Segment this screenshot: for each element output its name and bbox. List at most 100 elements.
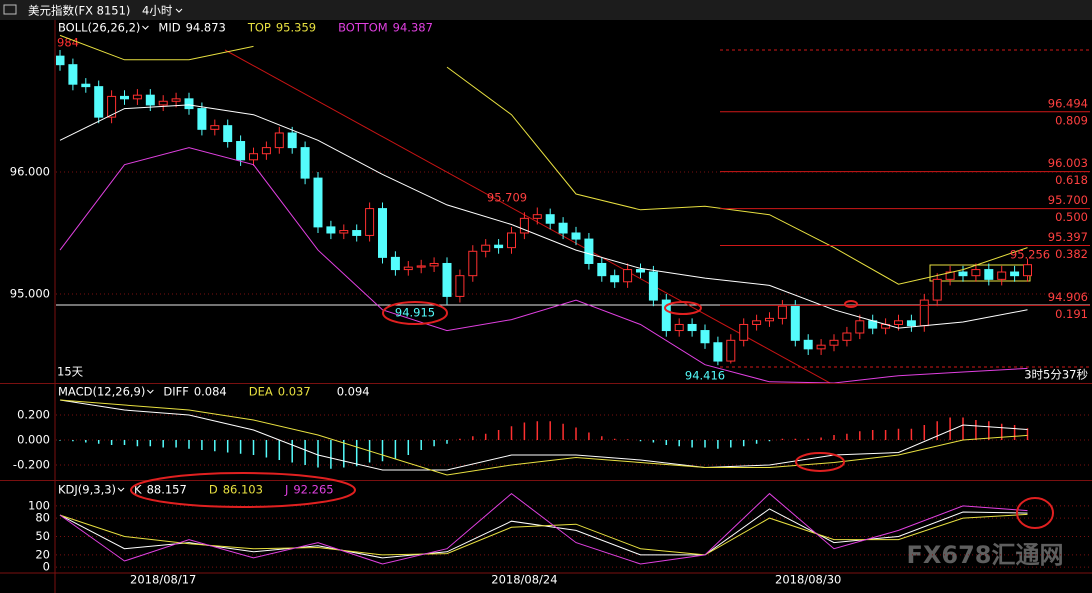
y-tick-label: 96.000 <box>10 165 50 179</box>
indicator-dropdown[interactable] <box>146 389 154 394</box>
candle-body <box>403 266 413 271</box>
macd-bar <box>59 440 61 441</box>
legend-name: BOTTOM <box>338 21 388 35</box>
candle-body <box>378 208 387 258</box>
fib-ratio: 0.382 <box>1055 247 1088 261</box>
macd-bar <box>613 438 616 440</box>
macd-bar <box>717 440 719 449</box>
title-bar <box>0 0 1092 20</box>
candle-body <box>184 98 194 110</box>
candle-body <box>816 344 826 350</box>
indicator-dropdown[interactable] <box>142 25 149 30</box>
candle-body <box>894 320 903 325</box>
candle-body <box>726 339 736 362</box>
macd-bar <box>252 440 255 455</box>
macd-bar <box>975 420 977 440</box>
candle-body <box>468 250 478 277</box>
period-dropdown[interactable] <box>175 8 183 13</box>
legend-name: DEA <box>249 385 273 399</box>
indicator-name: KDJ(9,3,3) <box>58 483 116 497</box>
candle-body <box>765 317 774 322</box>
period[interactable]: 4小时 <box>142 4 173 18</box>
legend-value: 0.084 <box>194 385 227 399</box>
candle-body <box>158 100 168 106</box>
macd-bar <box>820 437 822 440</box>
macd-bar <box>497 430 500 440</box>
candle-body <box>390 256 400 271</box>
macd-bar <box>923 425 926 440</box>
macd-bar <box>510 426 513 440</box>
macd-bar <box>188 440 190 449</box>
candle-body <box>777 305 787 319</box>
panel <box>56 399 1090 476</box>
macd-bar <box>962 417 964 440</box>
macd-bar <box>175 440 177 448</box>
legend-value: 86.103 <box>223 483 263 497</box>
macd-bar <box>807 438 809 440</box>
macd-bar <box>291 440 293 463</box>
macd-bar <box>201 440 203 450</box>
macd-bar <box>304 440 306 465</box>
macd-bar <box>136 440 139 447</box>
fib-price: 96.003 <box>1048 156 1088 170</box>
macd-bar <box>781 438 784 440</box>
macd-bar <box>755 440 758 444</box>
x-tick-label: 2018/08/17 <box>130 573 196 587</box>
legend-value: 94.387 <box>393 21 433 35</box>
macd-bar <box>652 440 655 443</box>
indicator-dropdown[interactable] <box>117 487 125 492</box>
macd-bar <box>936 421 938 440</box>
indicator-name: MACD(12,26,9) <box>58 385 145 399</box>
price-annotation: 94.416 <box>685 369 725 383</box>
fib-price: 96.494 <box>1048 96 1088 110</box>
candle-body <box>636 269 645 273</box>
macd-bar <box>910 428 913 440</box>
corner-label: 984 <box>57 36 79 50</box>
y-tick-label: 95.000 <box>10 286 50 300</box>
candle-body <box>300 147 310 179</box>
candle-body <box>971 269 981 277</box>
legend-value: 92.265 <box>293 483 333 497</box>
window-icon[interactable] <box>3 4 17 15</box>
macd-bar <box>730 440 732 448</box>
candle-body <box>558 222 568 234</box>
macd-bar <box>536 421 539 440</box>
candle-body <box>648 271 658 301</box>
legend-name: K <box>134 483 142 497</box>
candle-body <box>932 278 942 301</box>
indicator-line <box>59 399 1028 476</box>
legend-value: 94.873 <box>186 21 226 35</box>
legend-name: TOP <box>247 21 271 35</box>
macd-bar <box>691 440 693 448</box>
indicator-line <box>59 104 1028 329</box>
y-tick-label: 100 <box>28 498 50 512</box>
macd-bar <box>794 438 797 440</box>
macd-bar <box>601 436 603 440</box>
macd-bar <box>871 430 874 440</box>
indicator-line <box>59 147 1028 383</box>
fib-ratio: 0.809 <box>1055 113 1088 127</box>
macd-bar <box>343 440 345 468</box>
candle-body <box>545 214 555 224</box>
y-tick-label: -0.200 <box>13 458 50 472</box>
highlight-circle <box>844 300 858 308</box>
candle-body <box>997 271 1007 280</box>
fib-ratio: 0.191 <box>1055 307 1088 321</box>
macd-bar <box>626 439 629 440</box>
candle-body <box>790 305 800 341</box>
legend-name: MID <box>158 21 180 35</box>
legend-value: 0.037 <box>278 385 311 399</box>
candle-body <box>958 271 968 277</box>
candle-body <box>313 177 323 228</box>
candle-body <box>68 64 78 85</box>
macd-bar <box>884 430 887 440</box>
candle-body <box>739 323 749 341</box>
macd-bar <box>72 440 74 442</box>
legend-name: D <box>209 483 218 497</box>
highlight-circle <box>664 301 702 315</box>
macd-bar <box>1000 423 1003 440</box>
highlight-circle <box>382 301 448 325</box>
y-tick-label: 0.000 <box>17 433 50 447</box>
candle-body <box>236 141 246 161</box>
